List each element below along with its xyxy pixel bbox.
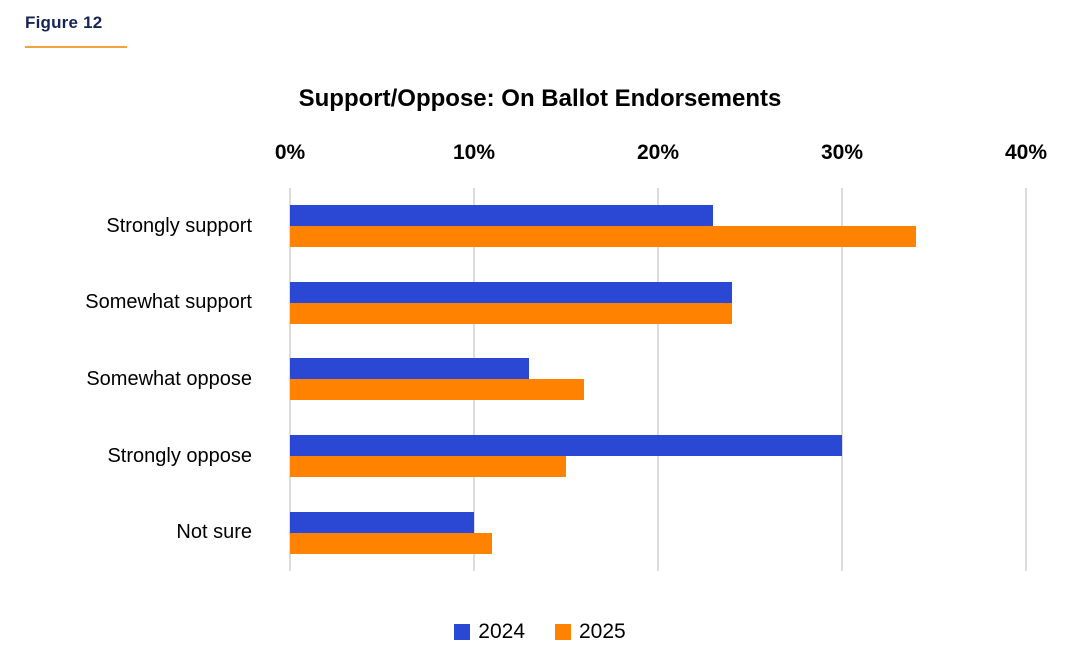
x-axis: 0% 10% 20% 30% 40% xyxy=(275,141,1047,169)
bar-2024 xyxy=(290,358,530,380)
bar-2024 xyxy=(290,281,732,303)
x-tick-label: 10% xyxy=(452,141,496,164)
legend-label-2025: 2025 xyxy=(579,620,626,643)
bar-group xyxy=(290,418,1026,495)
legend-item-2024: 2024 xyxy=(454,620,525,644)
legend-swatch-2025 xyxy=(555,624,571,640)
category-label: Not sure xyxy=(176,521,252,544)
gridline xyxy=(1025,188,1027,571)
category-labels: Strongly support Somewhat support Somewhat… xyxy=(0,188,272,571)
bar-2024 xyxy=(290,205,714,227)
category-label: Strongly support xyxy=(106,214,252,237)
bar-2025 xyxy=(290,532,493,554)
bar-2024 xyxy=(290,435,842,457)
chart-title: Support/Oppose: On Ballot Endorsements xyxy=(298,85,782,112)
bar-group xyxy=(290,494,1026,571)
plot-area xyxy=(289,188,1027,571)
bar-2025 xyxy=(290,456,566,478)
gridline xyxy=(841,188,843,571)
legend-label-2024: 2024 xyxy=(478,620,525,643)
bar-2025 xyxy=(290,226,916,248)
bar-group xyxy=(290,188,1026,265)
legend-swatch-2024 xyxy=(454,624,471,640)
bar-group xyxy=(290,341,1026,418)
bar-2024 xyxy=(290,511,474,533)
legend: 2024 2025 xyxy=(0,620,1080,644)
category-label: Somewhat oppose xyxy=(86,367,252,390)
x-tick-label: 40% xyxy=(1004,141,1048,164)
gridline xyxy=(657,188,659,571)
figure-label: Figure 12 xyxy=(25,13,103,32)
legend-item-2025: 2025 xyxy=(555,620,626,644)
bar-group xyxy=(290,265,1026,342)
x-tick-label: 30% xyxy=(820,141,864,164)
bar-2025 xyxy=(290,302,732,324)
category-label: Somewhat support xyxy=(85,291,252,314)
bar-2025 xyxy=(290,379,585,401)
bar-rows xyxy=(290,188,1026,571)
x-tick-label: 0% xyxy=(274,141,306,164)
x-tick-label: 20% xyxy=(636,141,680,164)
category-label: Strongly oppose xyxy=(107,444,252,467)
figure-underline-divider xyxy=(25,46,127,48)
